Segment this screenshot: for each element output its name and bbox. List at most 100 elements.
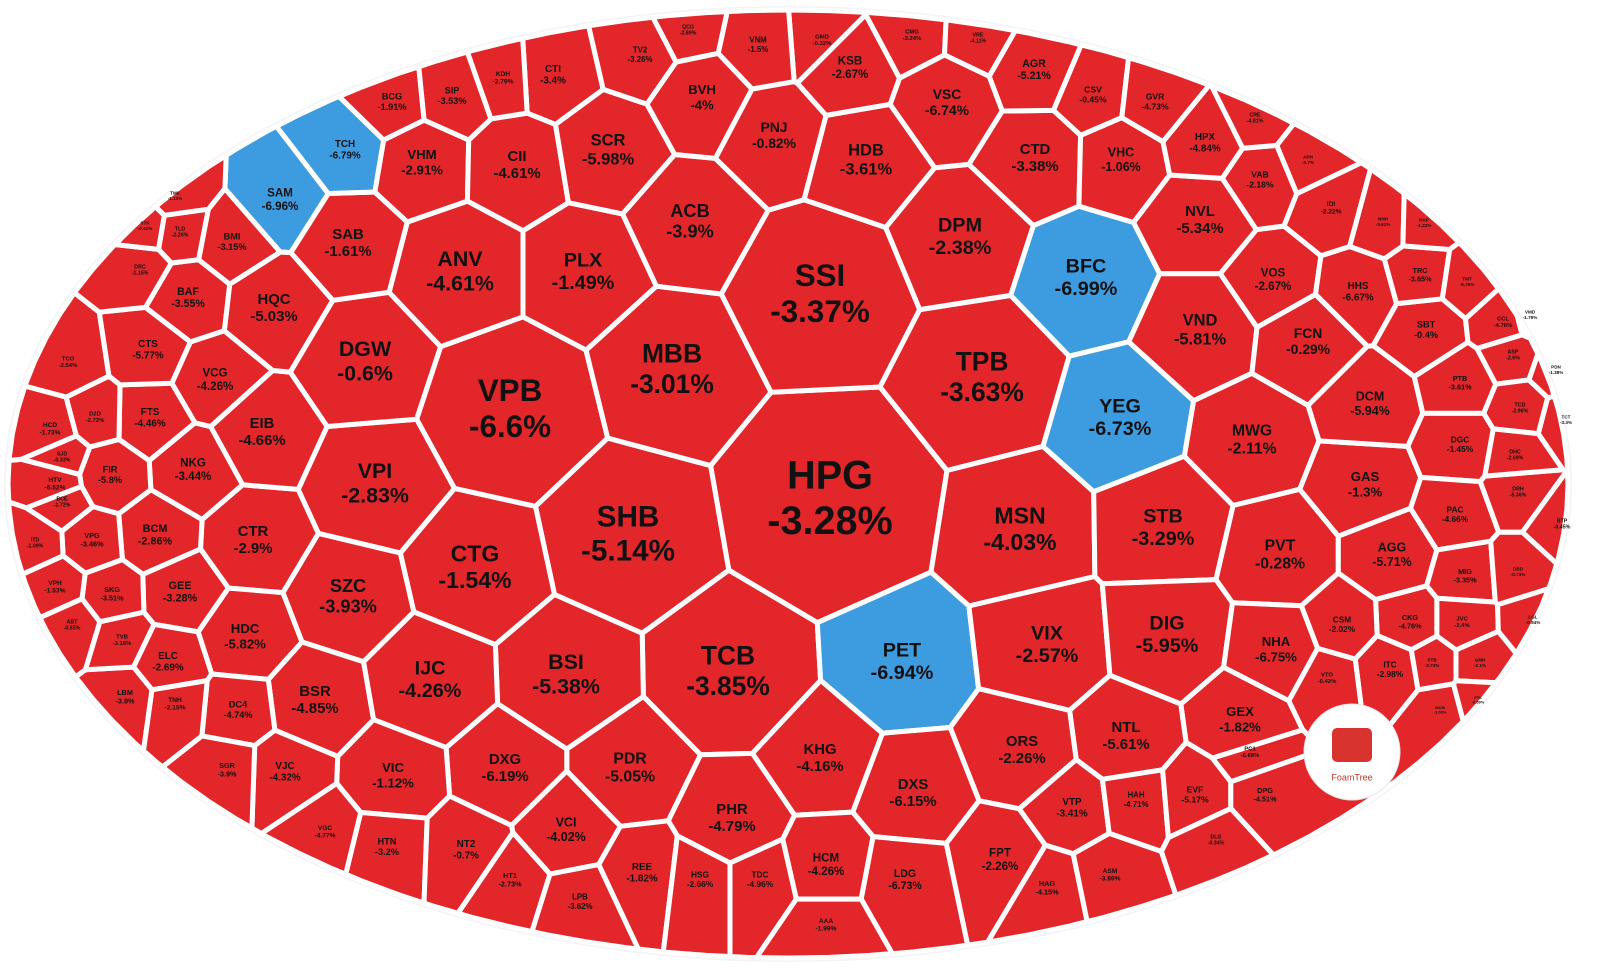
ticker-label: SIP xyxy=(445,85,460,95)
change-label: -0.73% xyxy=(1511,572,1526,577)
ticker-label: TMS xyxy=(170,191,180,196)
change-label: -3.9% xyxy=(666,222,714,242)
ticker-label: APH xyxy=(1303,155,1313,160)
ticker-label: DXS xyxy=(898,777,929,793)
change-label: -4.11% xyxy=(970,39,987,45)
cell xyxy=(1400,191,1462,252)
ticker-label: CCL xyxy=(1497,316,1510,322)
change-label: -0.6% xyxy=(337,362,393,386)
change-label: -1.61% xyxy=(324,244,371,260)
ticker-label: ITC xyxy=(1383,660,1396,670)
change-label: -3.9% xyxy=(115,696,135,705)
ticker-label: MCM xyxy=(1435,705,1445,710)
ticker-label: GMH xyxy=(1475,658,1486,663)
ticker-label: DGW xyxy=(339,337,392,361)
change-label: -4.66% xyxy=(1442,514,1469,524)
ticker-label: REE xyxy=(632,862,653,873)
change-label: -6.96% xyxy=(262,200,299,213)
ticker-label: BFC xyxy=(1066,255,1107,277)
change-label: -1.12% xyxy=(372,775,414,790)
ticker-label: STK xyxy=(140,221,150,226)
change-label: -2.26% xyxy=(982,860,1019,873)
change-label: -3.9% xyxy=(217,769,237,778)
change-label: -5.05% xyxy=(605,769,655,786)
change-label: -5.82% xyxy=(224,636,266,651)
change-label: -6.59% xyxy=(1472,699,1485,704)
ticker-label: LBM xyxy=(117,688,133,697)
change-label: -5.17% xyxy=(1181,794,1209,804)
ticker-label: PLX xyxy=(564,249,603,271)
ticker-label: ITD xyxy=(31,538,40,544)
change-label: -3.35% xyxy=(1453,575,1477,584)
cell xyxy=(1274,121,1364,197)
change-label: -2.96% xyxy=(1512,409,1529,415)
ticker-label: DRH xyxy=(1512,487,1524,493)
change-label: -3.2% xyxy=(375,847,399,857)
change-label: -0.42% xyxy=(1318,679,1337,685)
ticker-label: VIX xyxy=(1031,622,1064,644)
change-label: -1.22% xyxy=(1417,223,1432,228)
change-label: -6.73% xyxy=(888,880,922,892)
change-label: -4.77% xyxy=(315,833,336,840)
cell xyxy=(1514,313,1533,341)
change-label: -2.89% xyxy=(680,31,697,37)
ticker-label: VPG xyxy=(84,531,100,540)
ticker-label: CMG xyxy=(905,29,919,35)
ticker-label: STB xyxy=(1143,505,1183,527)
ticker-label: HQC xyxy=(257,292,290,308)
ticker-label: KDH xyxy=(496,71,511,78)
ticker-label: VAB xyxy=(1251,170,1269,180)
change-label: -4.85% xyxy=(291,701,338,717)
change-label: -4.61% xyxy=(493,166,540,182)
cell xyxy=(1209,727,1325,785)
change-label: -2.15% xyxy=(165,705,186,712)
cell xyxy=(1209,83,1297,151)
ticker-label: ABT xyxy=(67,620,79,626)
ticker-label: TMT xyxy=(1462,277,1472,282)
ticker-label: PDN xyxy=(1551,365,1561,370)
ticker-label: TVB xyxy=(116,634,128,640)
ticker-label: HCD xyxy=(43,422,58,429)
change-label: -1.38% xyxy=(1549,370,1564,375)
ticker-label: DRC xyxy=(134,265,146,271)
cell xyxy=(1450,678,1499,724)
change-label: -4.46% xyxy=(134,419,166,430)
change-label: -6.67% xyxy=(1342,293,1374,304)
change-label: -0.32% xyxy=(813,41,832,47)
ticker-label: TDC xyxy=(751,870,768,880)
cell xyxy=(985,842,1090,945)
ticker-label: DCM xyxy=(1356,389,1384,403)
ticker-label: ASP xyxy=(1508,350,1519,356)
ticker-label: CTR xyxy=(238,524,269,540)
change-label: -2.67% xyxy=(1255,280,1292,293)
change-label: -5.8% xyxy=(98,475,122,485)
change-label: -2.67% xyxy=(832,68,869,81)
change-label: -4.03% xyxy=(983,529,1056,555)
ticker-label: SKG xyxy=(104,585,120,594)
change-label: -0.82% xyxy=(752,135,796,151)
ticker-label: LDG xyxy=(894,868,916,880)
change-label: -3.28% xyxy=(767,499,892,543)
ticker-label: GEE xyxy=(169,580,192,592)
ticker-label: TCH xyxy=(335,139,355,150)
change-label: -1.79% xyxy=(1523,315,1538,320)
change-label: -4.51% xyxy=(1253,794,1277,803)
cell xyxy=(258,780,364,877)
ticker-label: DPM xyxy=(938,214,982,236)
ticker-label: STB xyxy=(1427,658,1437,663)
cells: HPG-3.28%SSI-3.37%VPB-6.6%SHB-5.14%MBB-3… xyxy=(5,7,1572,961)
change-label: -3.93% xyxy=(319,597,377,617)
change-label: -2.22% xyxy=(1321,209,1342,216)
logo-icon xyxy=(1332,728,1372,762)
ticker-label: CTG xyxy=(451,540,500,566)
change-label: -0.45% xyxy=(1554,525,1571,531)
ticker-label: FPT xyxy=(989,847,1011,860)
ticker-label: CII xyxy=(507,149,526,165)
ticker-label: BCE xyxy=(56,497,68,503)
change-label: -6.68% xyxy=(1241,753,1260,759)
ticker-label: CKG xyxy=(1402,613,1419,622)
ticker-label: TRC xyxy=(1413,266,1429,275)
change-label: -1.53% xyxy=(45,588,66,595)
change-label: -4.26% xyxy=(197,380,234,393)
ticker-label: MIG xyxy=(1458,567,1472,576)
